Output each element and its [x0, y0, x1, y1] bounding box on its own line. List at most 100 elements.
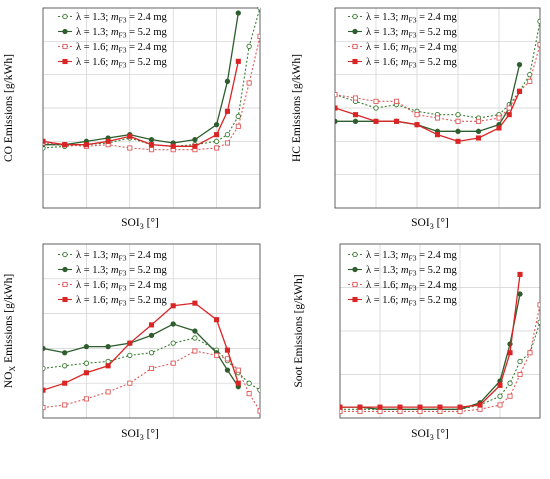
legend-label: λ = 1.6; mF3 = 2.4 mg — [76, 280, 168, 293]
legend-marker — [62, 281, 68, 288]
data-point — [507, 380, 513, 386]
legend-item: λ = 1.6; mF3 = 2.4 mg — [348, 42, 458, 55]
data-point — [352, 118, 359, 124]
data-point — [373, 105, 379, 111]
data-point — [475, 118, 482, 124]
series-group — [43, 7, 260, 153]
legend-item: λ = 1.6; mF3 = 5.2 mg — [58, 57, 168, 70]
data-point — [83, 370, 89, 376]
legend-marker — [62, 296, 68, 303]
data-point — [148, 332, 155, 338]
legend-label: λ = 1.6; mF3 = 5.2 mg — [76, 295, 168, 308]
data-point — [340, 408, 343, 415]
legend-item: λ = 1.6; mF3 = 2.4 mg — [58, 42, 168, 55]
data-point — [437, 404, 443, 410]
data-point — [214, 132, 220, 138]
data-point — [537, 302, 540, 308]
data-point — [62, 380, 68, 386]
data-point — [127, 145, 133, 151]
data-point — [516, 62, 523, 68]
data-point — [393, 118, 400, 124]
data-point — [148, 147, 155, 153]
data-point — [377, 404, 383, 410]
legend-marker — [352, 58, 358, 65]
data-point — [43, 365, 46, 372]
data-point — [170, 143, 176, 149]
data-point — [497, 393, 503, 399]
data-point — [455, 118, 461, 124]
data-point — [537, 18, 540, 24]
data-point — [506, 112, 512, 118]
legend-label: λ = 1.6; mF3 = 5.2 mg — [76, 57, 168, 70]
legend-item: λ = 1.6; mF3 = 5.2 mg — [348, 57, 458, 70]
data-point — [246, 380, 252, 386]
legend-label: λ = 1.3; mF3 = 2.4 mg — [76, 12, 168, 25]
data-point — [496, 115, 502, 121]
data-point — [527, 350, 533, 356]
data-point — [224, 108, 231, 114]
data-point — [414, 122, 420, 128]
legend-label: λ = 1.3; mF3 = 2.4 mg — [366, 250, 458, 263]
data-point — [62, 350, 68, 356]
data-point — [257, 387, 260, 393]
data-point — [83, 360, 90, 366]
data-point — [192, 300, 198, 306]
data-point — [257, 408, 260, 414]
data-point — [455, 112, 461, 118]
legend-item: λ = 1.6; mF3 = 5.2 mg — [58, 295, 168, 308]
data-point — [235, 58, 241, 64]
data-point — [527, 78, 533, 84]
data-point — [105, 389, 111, 395]
data-point — [192, 137, 198, 143]
data-point — [224, 140, 231, 146]
x-axis-label: SOI3 [°] — [411, 428, 449, 442]
legend-marker — [352, 43, 358, 50]
series-group — [340, 271, 540, 415]
legend-item: λ = 1.3; mF3 = 5.2 mg — [58, 27, 168, 40]
data-point — [170, 321, 176, 327]
data-point — [83, 396, 89, 402]
data-point — [352, 112, 359, 118]
legend-item: λ = 1.3; mF3 = 5.2 mg — [58, 265, 168, 278]
data-point — [43, 405, 46, 411]
legend-label: λ = 1.3; mF3 = 5.2 mg — [76, 265, 168, 278]
data-point — [373, 118, 379, 124]
legend-marker — [352, 28, 358, 35]
data-point — [105, 363, 111, 369]
data-point — [477, 406, 483, 412]
data-point — [417, 404, 423, 410]
legend-item: λ = 1.6; mF3 = 2.4 mg — [58, 280, 168, 293]
data-point — [214, 317, 220, 323]
data-point — [224, 367, 231, 373]
data-point — [373, 98, 379, 104]
data-point — [214, 352, 220, 358]
data-point — [127, 352, 133, 359]
legend-item: λ = 1.3; mF3 = 2.4 mg — [348, 12, 458, 25]
series-line — [43, 302, 239, 391]
data-point — [340, 404, 343, 410]
plot-frame — [339, 243, 541, 419]
data-point — [192, 328, 198, 334]
data-point — [43, 138, 46, 144]
series-group — [43, 300, 260, 414]
data-point — [507, 393, 513, 399]
data-point — [506, 105, 512, 111]
data-point — [357, 408, 363, 415]
legend-marker — [352, 296, 358, 303]
data-point — [127, 340, 133, 346]
legend-label: λ = 1.3; mF3 = 5.2 mg — [76, 27, 168, 40]
series-line — [43, 61, 239, 147]
data-point — [105, 358, 111, 365]
data-point — [224, 78, 231, 84]
y-axis-label: HC Emissions [g/kWh] — [291, 54, 303, 162]
data-point — [517, 271, 523, 278]
legend-label: λ = 1.6; mF3 = 5.2 mg — [366, 57, 458, 70]
data-point — [537, 42, 540, 48]
legend-marker — [352, 266, 358, 273]
data-point — [214, 145, 220, 151]
legend-item: λ = 1.3; mF3 = 2.4 mg — [58, 250, 168, 263]
data-point — [455, 128, 461, 134]
data-point — [517, 291, 523, 297]
legend-marker — [62, 58, 68, 65]
data-point — [357, 404, 363, 410]
